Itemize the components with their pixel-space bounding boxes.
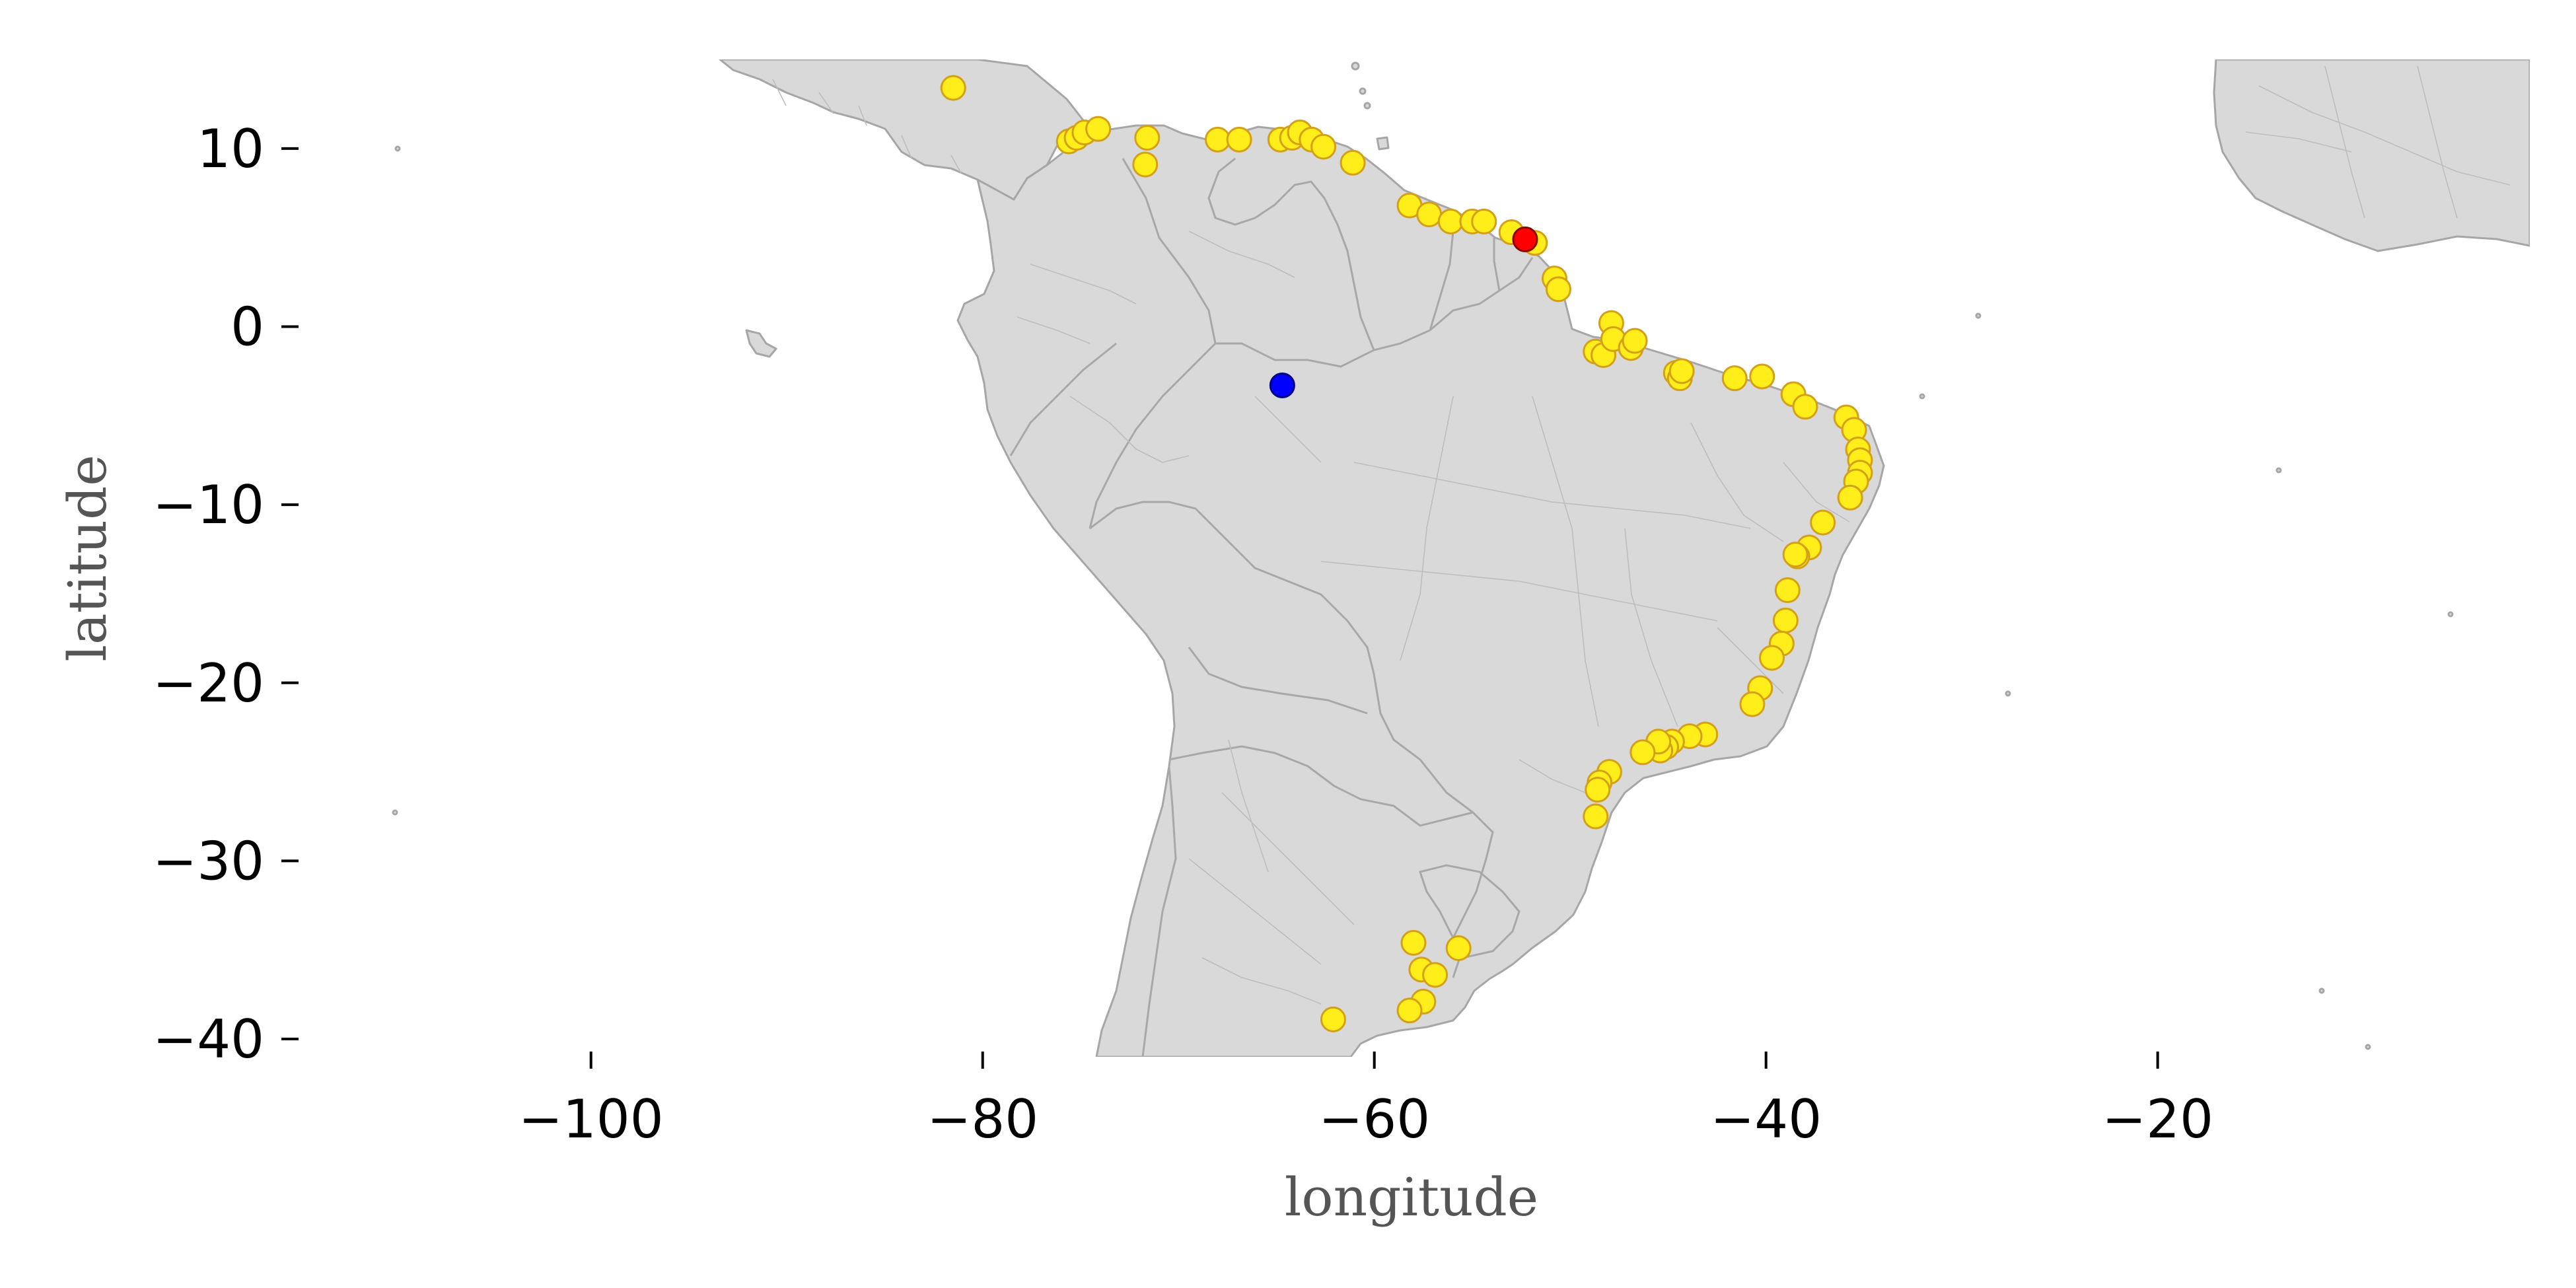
coastal-point bbox=[1668, 358, 1695, 384]
x-tick-label: −60 bbox=[1318, 1089, 1430, 1150]
coastal-point bbox=[1810, 509, 1836, 536]
y-tick-label: −30 bbox=[153, 830, 264, 892]
coastal-point bbox=[1310, 133, 1337, 160]
x-axis-title: longitude bbox=[1285, 1166, 1538, 1228]
basemap bbox=[392, 59, 2530, 1057]
islet-4 bbox=[2447, 611, 2454, 618]
highlight-point-blue bbox=[1269, 372, 1295, 398]
coastal-point bbox=[1422, 962, 1449, 988]
x-tick-label: −80 bbox=[927, 1089, 1038, 1150]
coastal-point bbox=[1226, 126, 1252, 153]
y-tick-label: −10 bbox=[153, 474, 264, 536]
y-tick-label: −40 bbox=[153, 1009, 264, 1070]
coastal-point bbox=[1445, 935, 1472, 962]
west-africa-landmass bbox=[2213, 59, 2530, 252]
caribbean-island-2 bbox=[1359, 87, 1367, 95]
y-tick-label: 10 bbox=[197, 118, 264, 180]
coastal-point bbox=[1400, 929, 1427, 956]
coastal-point bbox=[1134, 125, 1161, 151]
islet-3 bbox=[2005, 690, 2011, 697]
islet-6 bbox=[2365, 1044, 2371, 1050]
coastal-point bbox=[1759, 645, 1785, 671]
state-borders bbox=[1017, 65, 2511, 1005]
coastal-point bbox=[1132, 151, 1159, 178]
islet-1 bbox=[394, 145, 401, 152]
coastal-point bbox=[1205, 126, 1231, 153]
y-tick-label: 0 bbox=[231, 296, 264, 357]
coastal-point bbox=[1437, 208, 1464, 234]
trinidad-island bbox=[1376, 136, 1390, 151]
coastal-point bbox=[1416, 201, 1443, 228]
coastal-point bbox=[1622, 328, 1648, 354]
caribbean-island-1 bbox=[1351, 61, 1360, 71]
coastal-point bbox=[1340, 149, 1366, 176]
x-tick-label: −40 bbox=[1710, 1089, 1822, 1150]
coastal-point bbox=[1774, 577, 1801, 604]
central-america-borders bbox=[772, 79, 962, 174]
coastal-point bbox=[1396, 997, 1423, 1024]
y-tick-label: −20 bbox=[153, 653, 264, 714]
y-axis: 10 0 −10 −20 −30 −40 bbox=[153, 118, 299, 1070]
coastal-point bbox=[1739, 691, 1766, 717]
islet-9 bbox=[1919, 393, 1925, 400]
y-axis-title: latitude bbox=[57, 454, 118, 661]
islet-7 bbox=[2275, 467, 2282, 474]
coastal-point bbox=[1749, 363, 1775, 390]
coastal-point bbox=[1583, 803, 1609, 830]
central-america-landmass bbox=[719, 59, 1085, 203]
coastal-point bbox=[1085, 116, 1112, 142]
x-tick-label: −100 bbox=[519, 1089, 664, 1150]
coastal-point bbox=[1837, 484, 1863, 511]
islet-2 bbox=[392, 809, 398, 816]
coastal-point bbox=[1782, 542, 1808, 568]
coastal-point bbox=[1721, 365, 1748, 392]
islet-5 bbox=[2318, 987, 2325, 994]
coastal-point bbox=[1471, 208, 1497, 234]
x-tick-label: −20 bbox=[2102, 1089, 2213, 1150]
coastal-point bbox=[1585, 777, 1611, 803]
highlight-point-red bbox=[1512, 226, 1538, 252]
coastal-point bbox=[940, 75, 966, 101]
coastal-point bbox=[1545, 276, 1571, 303]
coastal-point bbox=[1792, 394, 1818, 420]
coastal-point bbox=[1629, 739, 1656, 766]
galapagos-islands bbox=[745, 329, 777, 358]
coastal-point bbox=[1320, 1006, 1346, 1032]
points-layer bbox=[940, 75, 1873, 1032]
caribbean-island-3 bbox=[1363, 102, 1371, 110]
x-axis: −100 −80 −60 −40 −20 bbox=[519, 1052, 2213, 1150]
islet-8 bbox=[1975, 312, 1982, 319]
coastal-point bbox=[1772, 607, 1799, 633]
